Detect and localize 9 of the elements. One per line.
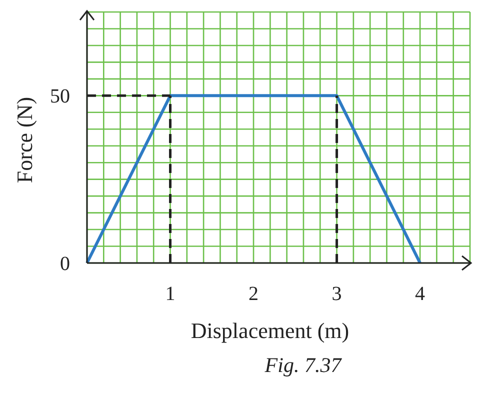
x-tick-label: 4 <box>415 283 426 305</box>
y-tick-label: 0 <box>60 253 70 275</box>
y-axis-title: Force (N) <box>12 96 37 184</box>
x-tick-label: 3 <box>332 283 342 305</box>
x-tick-label: 2 <box>248 283 259 305</box>
x-tick-label: 1 <box>165 283 176 305</box>
y-tick-label: 50 <box>50 86 70 108</box>
x-axis-title: Displacement (m) <box>190 318 350 343</box>
caption: Fig. 7.37 <box>264 353 343 377</box>
